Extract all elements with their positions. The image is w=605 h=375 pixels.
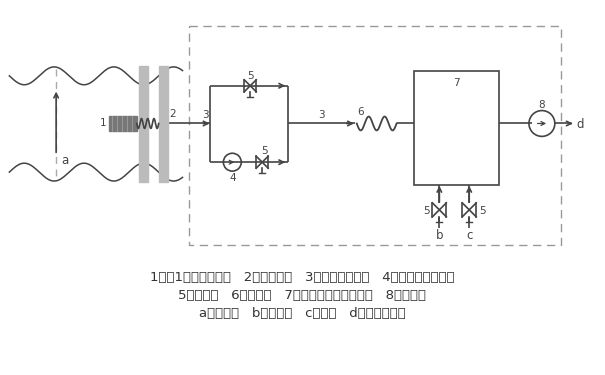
Text: 3: 3: [319, 110, 325, 120]
Text: 3: 3: [202, 110, 209, 120]
Text: 4: 4: [229, 173, 235, 183]
Text: 5: 5: [247, 71, 253, 81]
Bar: [159, 66, 168, 182]
Text: 6: 6: [358, 106, 364, 117]
Text: 5: 5: [479, 206, 486, 216]
Bar: [109, 116, 137, 131]
Text: a、样品气   b、燃料气   c、零气   d、采样泵排气: a、样品气 b、燃料气 c、零气 d、采样泵排气: [198, 307, 405, 320]
Bar: [139, 66, 148, 182]
Text: a: a: [61, 154, 68, 167]
Text: 8: 8: [538, 100, 545, 109]
Text: b: b: [436, 229, 443, 242]
Text: c: c: [466, 229, 473, 242]
Text: d: d: [577, 118, 584, 131]
Text: 1: 1: [100, 118, 106, 129]
Text: 5: 5: [423, 206, 430, 216]
Bar: [414, 71, 499, 185]
Text: 5: 5: [261, 146, 267, 156]
Text: 1、题1粒物过滤装置   2、采样探针   3、样品传输管线   4、分离单元崧化剂: 1、题1粒物过滤装置 2、采样探针 3、样品传输管线 4、分离单元崧化剂: [149, 272, 454, 284]
Text: 7: 7: [454, 78, 460, 88]
Text: 5、控制阀   6、定量环   7、氢火焰离子化检测器   8、采样泵: 5、控制阀 6、定量环 7、氢火焰离子化检测器 8、采样泵: [178, 289, 426, 302]
Text: 2: 2: [169, 108, 176, 118]
